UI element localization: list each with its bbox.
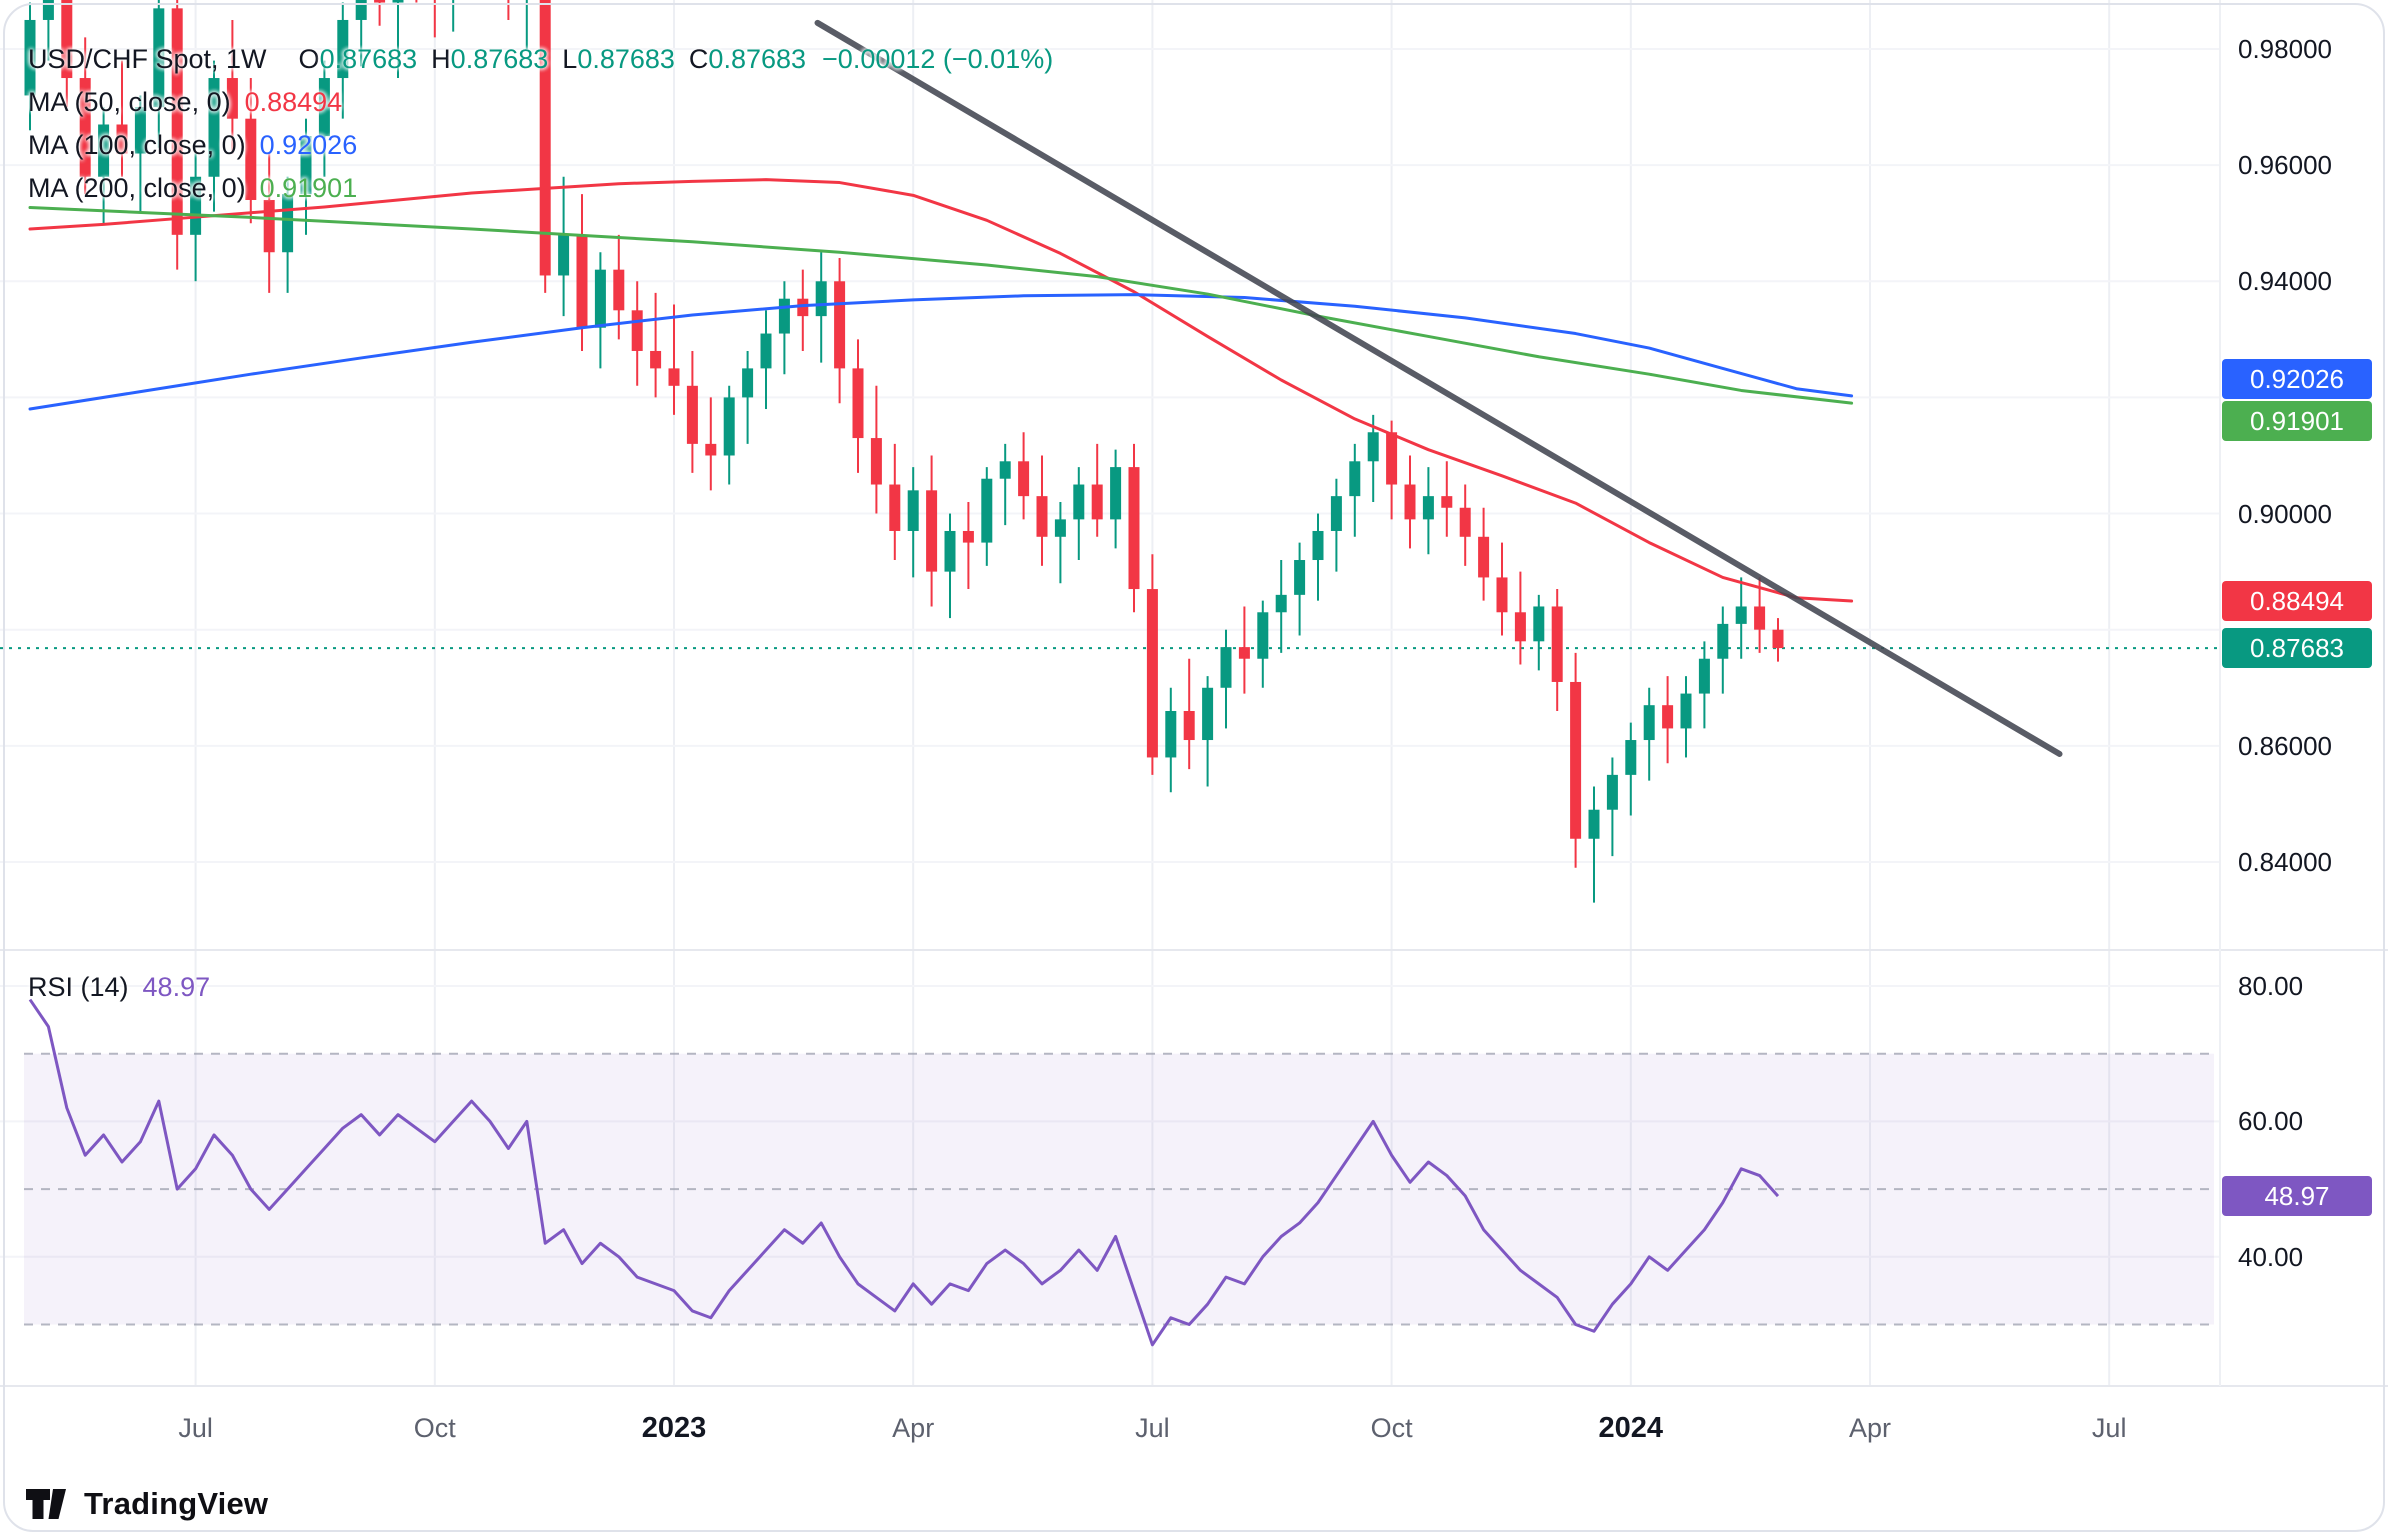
ma200-label: MA (200, close, 0) [28, 173, 246, 203]
descending-trendline[interactable] [814, 19, 2063, 757]
close-value: 0.87683 [708, 44, 807, 74]
rsi-current-value: 48.97 [142, 972, 211, 1002]
open-value: 0.87683 [319, 44, 418, 74]
ma100-label: MA (100, close, 0) [28, 130, 246, 160]
rsi-label: RSI (14) [28, 972, 129, 1002]
high-label: H [431, 44, 451, 74]
ma200-value: 0.91901 [259, 173, 358, 203]
low-label: L [562, 44, 578, 74]
time-axis-label-2024[interactable]: 2024 [1598, 1412, 1664, 1444]
ma50-price-label: 0.88494 [2222, 581, 2372, 621]
ma100-legend-row[interactable]: MA (100, close, 0) 0.92026 [28, 124, 1053, 167]
time-axis-label-jul[interactable]: Jul [2091, 1413, 2127, 1443]
ma50-line [28, 178, 1854, 603]
ma200-price-label: 0.91901 [2222, 400, 2372, 441]
rsi-axis-label: 80.00 [2238, 971, 2304, 1001]
ma100-value: 0.92026 [259, 130, 358, 160]
rsi-axis-label: 40.00 [2238, 1241, 2304, 1272]
rsi-value-label: 48.97 [2222, 1176, 2372, 1217]
ma50-label: MA (50, close, 0) [28, 87, 231, 117]
price-axis-label: 0.94000 [2238, 266, 2332, 297]
ma200-legend-row[interactable]: MA (200, close, 0) 0.91901 [28, 167, 1053, 210]
rsi-pane[interactable] [24, 998, 2214, 1347]
price-axis-label: 0.90000 [2238, 498, 2332, 529]
high-value: 0.87683 [450, 44, 549, 74]
rsi-axis-label: 60.00 [2238, 1106, 2304, 1137]
close-label: C [688, 44, 709, 74]
price-pane[interactable] [0, 0, 2220, 903]
symbol-legend: USD/CHF Spot, 1W O0.87683 H0.87683 L0.87683… [28, 38, 1053, 210]
rsi-line [28, 998, 1780, 1347]
rsi-legend-row[interactable]: RSI (14) 48.97 [28, 972, 210, 1003]
ma100-line [28, 293, 1854, 411]
symbol-ohlc-row[interactable]: USD/CHF Spot, 1W O0.87683 H0.87683 L0.87683… [28, 38, 1053, 81]
tradingview-branding[interactable]: TradingView [26, 1486, 268, 1522]
last-price-label: 0.87683 [2222, 628, 2372, 669]
ma100-price-label: 0.92026 [2222, 358, 2372, 399]
time-axis-label-oct[interactable]: Oct [1370, 1413, 1413, 1443]
ma50-value: 0.88494 [244, 87, 343, 117]
price-axis-label: 0.84000 [2238, 846, 2332, 877]
price-axis-label: 0.98000 [2238, 34, 2332, 64]
symbol-title[interactable]: USD/CHF Spot, 1W [28, 44, 267, 74]
ma50-legend-row[interactable]: MA (50, close, 0) 0.88494 [28, 81, 1053, 124]
price-axis-label: 0.96000 [2238, 150, 2332, 181]
time-axis-label-jul[interactable]: Jul [178, 1413, 213, 1443]
time-axis-label-2023[interactable]: 2023 [641, 1412, 707, 1444]
time-axis-label-jul[interactable]: Jul [1135, 1413, 1170, 1443]
branding-text: TradingView [84, 1486, 269, 1521]
time-axis-label-apr[interactable]: Apr [1848, 1413, 1892, 1443]
low-value: 0.87683 [577, 44, 675, 74]
time-axis-label-oct[interactable]: Oct [413, 1413, 456, 1443]
price-change: −0.00012 (−0.01%) [822, 44, 1054, 74]
open-label: O [298, 44, 320, 74]
tradingview-logo-icon [26, 1489, 72, 1519]
ma200-line [28, 206, 1854, 405]
price-axis-label: 0.86000 [2238, 730, 2332, 761]
time-axis-label-apr[interactable]: Apr [892, 1413, 935, 1443]
